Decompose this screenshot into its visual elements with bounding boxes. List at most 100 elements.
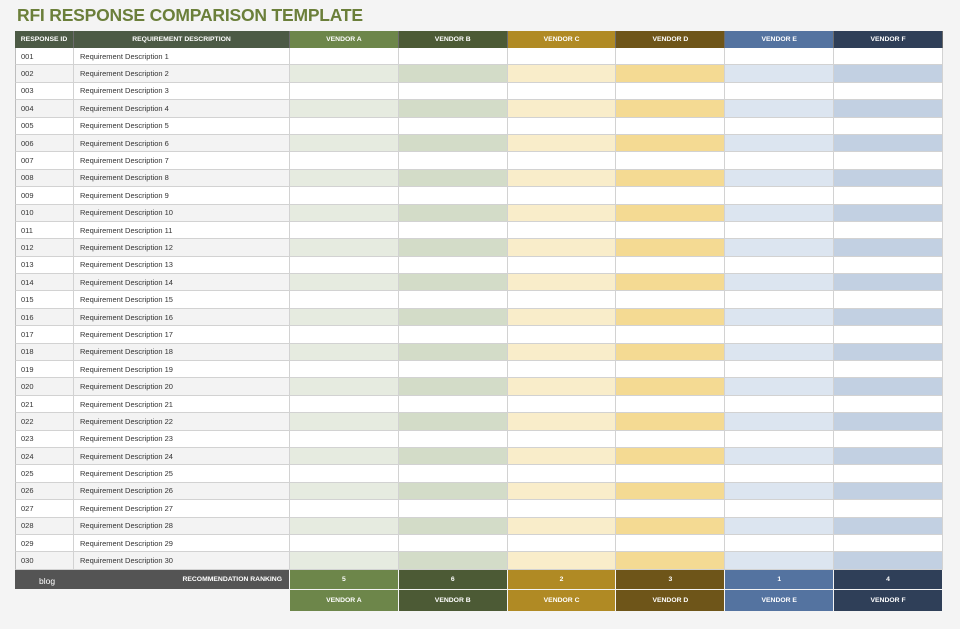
vendor-e-response-cell[interactable] [725, 447, 835, 466]
vendor-f-response-cell[interactable] [834, 48, 943, 66]
vendor-a-response-cell[interactable] [290, 291, 399, 309]
vendor-f-response-cell[interactable] [834, 552, 943, 570]
vendor-a-response-cell[interactable] [290, 274, 399, 292]
vendor-e-response-cell[interactable] [725, 413, 835, 431]
vendor-f-response-cell[interactable] [834, 187, 943, 205]
vendor-e-response-cell[interactable] [725, 482, 835, 501]
vendor-e-response-cell[interactable] [725, 48, 835, 66]
vendor-a-response-cell[interactable] [290, 117, 399, 135]
vendor-c-response-cell[interactable] [507, 152, 617, 170]
vendor-d-response-cell[interactable] [616, 413, 726, 431]
vendor-e-response-cell[interactable] [725, 500, 835, 518]
vendor-f-response-cell[interactable] [834, 413, 943, 431]
vendor-b-response-cell[interactable] [398, 500, 508, 518]
vendor-a-response-cell[interactable] [290, 465, 399, 483]
vendor-b-response-cell[interactable] [398, 82, 508, 101]
vendor-d-response-cell[interactable] [616, 343, 726, 362]
vendor-e-response-cell[interactable] [725, 361, 835, 379]
vendor-b-response-cell[interactable] [398, 134, 508, 153]
vendor-e-response-cell[interactable] [725, 274, 835, 292]
vendor-c-response-cell[interactable] [507, 274, 617, 292]
vendor-a-response-cell[interactable] [290, 256, 399, 275]
vendor-f-response-cell[interactable] [834, 152, 943, 170]
vendor-b-response-cell[interactable] [398, 152, 508, 170]
vendor-c-response-cell[interactable] [507, 500, 617, 518]
vendor-c-response-cell[interactable] [507, 221, 617, 240]
vendor-c-response-cell[interactable] [507, 187, 617, 205]
vendor-c-response-cell[interactable] [507, 482, 617, 501]
vendor-e-response-cell[interactable] [725, 430, 835, 448]
vendor-d-response-cell[interactable] [616, 65, 726, 83]
vendor-c-response-cell[interactable] [507, 430, 617, 448]
vendor-b-response-cell[interactable] [398, 169, 508, 188]
vendor-f-ranking[interactable]: 4 [834, 569, 943, 590]
vendor-d-response-cell[interactable] [616, 361, 726, 379]
vendor-b-response-cell[interactable] [398, 413, 508, 431]
vendor-a-response-cell[interactable] [290, 430, 399, 448]
vendor-d-response-cell[interactable] [616, 152, 726, 170]
vendor-a-response-cell[interactable] [290, 552, 399, 570]
vendor-d-response-cell[interactable] [616, 447, 726, 466]
vendor-b-response-cell[interactable] [398, 378, 508, 396]
vendor-a-response-cell[interactable] [290, 134, 399, 153]
vendor-e-response-cell[interactable] [725, 187, 835, 205]
vendor-e-response-cell[interactable] [725, 239, 835, 257]
vendor-e-response-cell[interactable] [725, 256, 835, 275]
vendor-f-response-cell[interactable] [834, 204, 943, 222]
vendor-b-response-cell[interactable] [398, 239, 508, 257]
vendor-b-response-cell[interactable] [398, 395, 508, 414]
vendor-b-response-cell[interactable] [398, 447, 508, 466]
vendor-c-response-cell[interactable] [507, 256, 617, 275]
vendor-a-response-cell[interactable] [290, 517, 399, 535]
vendor-f-response-cell[interactable] [834, 221, 943, 240]
vendor-e-response-cell[interactable] [725, 82, 835, 101]
vendor-b-response-cell[interactable] [398, 100, 508, 118]
vendor-d-response-cell[interactable] [616, 395, 726, 414]
vendor-a-response-cell[interactable] [290, 395, 399, 414]
vendor-c-response-cell[interactable] [507, 361, 617, 379]
vendor-a-response-cell[interactable] [290, 308, 399, 327]
vendor-b-response-cell[interactable] [398, 517, 508, 535]
vendor-c-response-cell[interactable] [507, 134, 617, 153]
vendor-b-response-cell[interactable] [398, 274, 508, 292]
vendor-f-response-cell[interactable] [834, 134, 943, 153]
vendor-d-response-cell[interactable] [616, 430, 726, 448]
vendor-c-response-cell[interactable] [507, 517, 617, 535]
vendor-c-response-cell[interactable] [507, 169, 617, 188]
vendor-f-response-cell[interactable] [834, 308, 943, 327]
vendor-c-ranking[interactable]: 2 [507, 569, 617, 590]
vendor-a-response-cell[interactable] [290, 343, 399, 362]
vendor-d-response-cell[interactable] [616, 134, 726, 153]
vendor-f-response-cell[interactable] [834, 65, 943, 83]
vendor-d-response-cell[interactable] [616, 552, 726, 570]
vendor-f-response-cell[interactable] [834, 239, 943, 257]
vendor-d-response-cell[interactable] [616, 326, 726, 344]
vendor-a-response-cell[interactable] [290, 326, 399, 344]
vendor-e-response-cell[interactable] [725, 291, 835, 309]
vendor-d-response-cell[interactable] [616, 482, 726, 501]
vendor-b-response-cell[interactable] [398, 291, 508, 309]
vendor-a-response-cell[interactable] [290, 152, 399, 170]
vendor-c-response-cell[interactable] [507, 117, 617, 135]
vendor-e-response-cell[interactable] [725, 152, 835, 170]
vendor-c-response-cell[interactable] [507, 82, 617, 101]
vendor-d-response-cell[interactable] [616, 187, 726, 205]
vendor-a-response-cell[interactable] [290, 378, 399, 396]
vendor-e-response-cell[interactable] [725, 100, 835, 118]
vendor-d-response-cell[interactable] [616, 378, 726, 396]
vendor-b-response-cell[interactable] [398, 430, 508, 448]
vendor-d-response-cell[interactable] [616, 500, 726, 518]
vendor-b-response-cell[interactable] [398, 326, 508, 344]
vendor-e-response-cell[interactable] [725, 65, 835, 83]
vendor-e-response-cell[interactable] [725, 395, 835, 414]
vendor-c-response-cell[interactable] [507, 343, 617, 362]
vendor-a-response-cell[interactable] [290, 361, 399, 379]
vendor-e-response-cell[interactable] [725, 326, 835, 344]
vendor-c-response-cell[interactable] [507, 204, 617, 222]
vendor-b-response-cell[interactable] [398, 256, 508, 275]
vendor-c-response-cell[interactable] [507, 326, 617, 344]
vendor-c-response-cell[interactable] [507, 552, 617, 570]
vendor-e-response-cell[interactable] [725, 204, 835, 222]
vendor-c-response-cell[interactable] [507, 534, 617, 553]
vendor-f-response-cell[interactable] [834, 256, 943, 275]
